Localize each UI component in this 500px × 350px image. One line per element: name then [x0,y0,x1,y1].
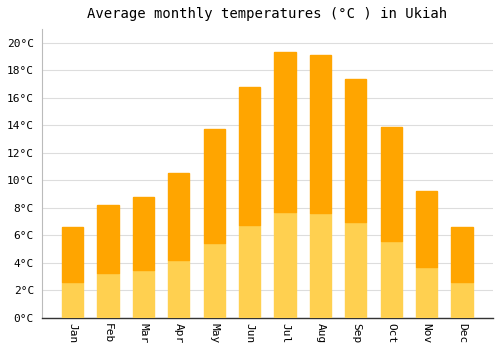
Bar [416,267,437,318]
Bar [452,227,472,318]
Bar [380,127,402,318]
Bar [133,197,154,318]
Bar [239,87,260,225]
Bar [274,52,295,212]
Bar [62,227,84,282]
Bar [416,191,437,267]
Bar [274,212,295,318]
Bar [62,282,84,318]
Bar [310,55,331,213]
Bar [204,130,225,318]
Bar [168,174,190,260]
Bar [452,227,472,282]
Bar [204,243,225,318]
Bar [380,127,402,242]
Bar [133,270,154,318]
Bar [239,87,260,318]
Bar [204,130,225,243]
Bar [62,227,84,318]
Title: Average monthly temperatures (°C ) in Ukiah: Average monthly temperatures (°C ) in Uk… [88,7,448,21]
Bar [168,260,190,318]
Bar [452,282,472,318]
Bar [416,191,437,318]
Bar [98,273,118,318]
Bar [133,197,154,270]
Bar [310,55,331,318]
Bar [380,241,402,318]
Bar [345,79,366,318]
Bar [239,225,260,318]
Bar [98,205,118,273]
Bar [345,222,366,318]
Bar [274,52,295,318]
Bar [345,79,366,222]
Bar [98,205,118,318]
Bar [168,174,190,318]
Bar [310,213,331,318]
